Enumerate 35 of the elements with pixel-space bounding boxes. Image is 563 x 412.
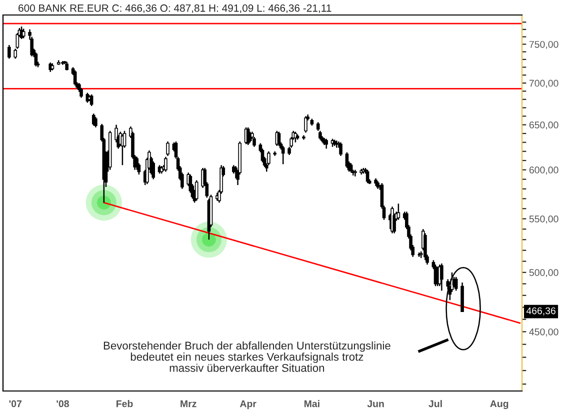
annotation: Bevorstehender Bruch der abfallenden Unterstützungslinie bedeutet ein neues starkes Verkaufsignals trotz massiv überverkaufter Situation — [104, 341, 390, 372]
candlestick — [440, 262, 444, 292]
candlestick — [94, 116, 98, 128]
candlestick — [304, 116, 308, 134]
y-tick-label: 600,00 — [529, 166, 558, 175]
chart-title: 600 BANK RE.EUR C: 466,36 O: 487,81 H: 491,09 L: 466,36 -21,11 — [18, 4, 332, 14]
y-tick-label: 500,00 — [529, 269, 558, 278]
y-tick-label: 750,00 — [529, 40, 558, 50]
x-tick-label: '07 — [9, 400, 22, 408]
y-tick-label: 450,00 — [529, 328, 558, 336]
x-tick-label: Mai — [304, 400, 320, 408]
x-tick-label: '08 — [56, 400, 69, 408]
candlestick — [73, 70, 77, 86]
y-tick-label: 650,00 — [529, 122, 558, 130]
candlestick — [14, 48, 18, 60]
x-tick-label: Jun — [367, 400, 384, 408]
annotation: 466,36 — [526, 307, 556, 316]
candlestick — [152, 160, 155, 180]
y-tick-label: 700,00 — [529, 80, 558, 88]
candlestick — [281, 145, 285, 165]
candlestick — [22, 28, 26, 39]
x-tick-label: Apr — [240, 400, 256, 410]
candlestick — [80, 87, 83, 98]
candlestick — [166, 140, 170, 157]
candlestick — [194, 180, 198, 202]
candlestick — [424, 232, 427, 261]
x-tick-label: Mrz — [180, 400, 196, 408]
x-tick-label: Feb — [116, 400, 133, 408]
candlestick — [277, 131, 281, 147]
y-tick-label: 550,00 — [529, 216, 558, 224]
x-tick-label: Jul — [428, 400, 442, 408]
x-tick-label: Aug — [490, 400, 508, 410]
candlestick — [349, 162, 353, 174]
candlestick — [454, 276, 458, 292]
candlestick — [8, 44, 11, 60]
